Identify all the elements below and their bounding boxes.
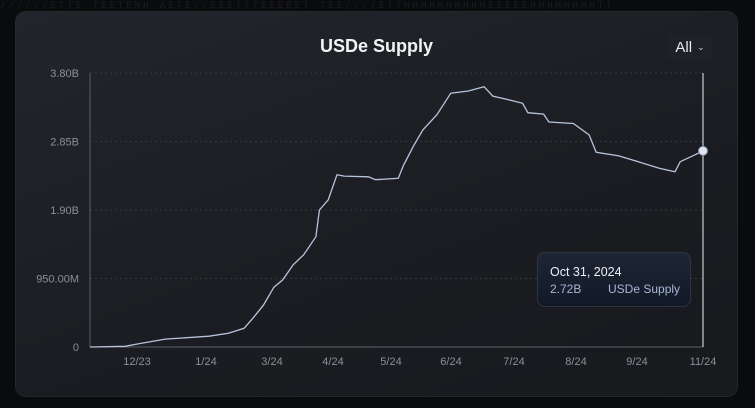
y-tick-label: 2.85B: [50, 137, 79, 149]
x-tick-label: 5/24: [380, 356, 401, 368]
tooltip-date: Oct 31, 2024: [550, 265, 622, 279]
range-label: All: [675, 38, 693, 56]
chart-title: USDe Supply: [319, 36, 434, 56]
range-select[interactable]: All ⌄: [667, 34, 713, 60]
y-tick-label: 950.00M: [36, 274, 79, 286]
x-tick-label: 3/24: [261, 356, 282, 368]
y-tick-label: 1.90B: [50, 205, 79, 217]
chart-card: USDe Supply All ⌄: [16, 12, 737, 396]
x-tick-label: 9/24: [626, 356, 647, 368]
hover-point: [698, 145, 708, 156]
y-tick-label: 0: [73, 342, 79, 354]
x-tick-label: 6/24: [440, 356, 461, 368]
x-tick-label: 7/24: [503, 356, 524, 368]
tooltip-series: USDe Supply: [608, 282, 681, 296]
y-tick-label: 3.80B: [50, 68, 79, 80]
series-line-usde-supply: [89, 85, 704, 348]
tooltip-value: 2.72B: [550, 282, 582, 296]
x-tick-label: 4/24: [322, 356, 343, 368]
chevron-down-icon: ⌄: [697, 41, 705, 52]
x-tick-label: 12/23: [123, 356, 151, 368]
x-tick-label: 1/24: [195, 356, 216, 368]
x-tick-label: 11/24: [690, 356, 717, 368]
tooltip: Oct 31, 2024 2.72B USDe Supply: [537, 252, 691, 307]
x-tick-label: 8/24: [565, 356, 586, 368]
